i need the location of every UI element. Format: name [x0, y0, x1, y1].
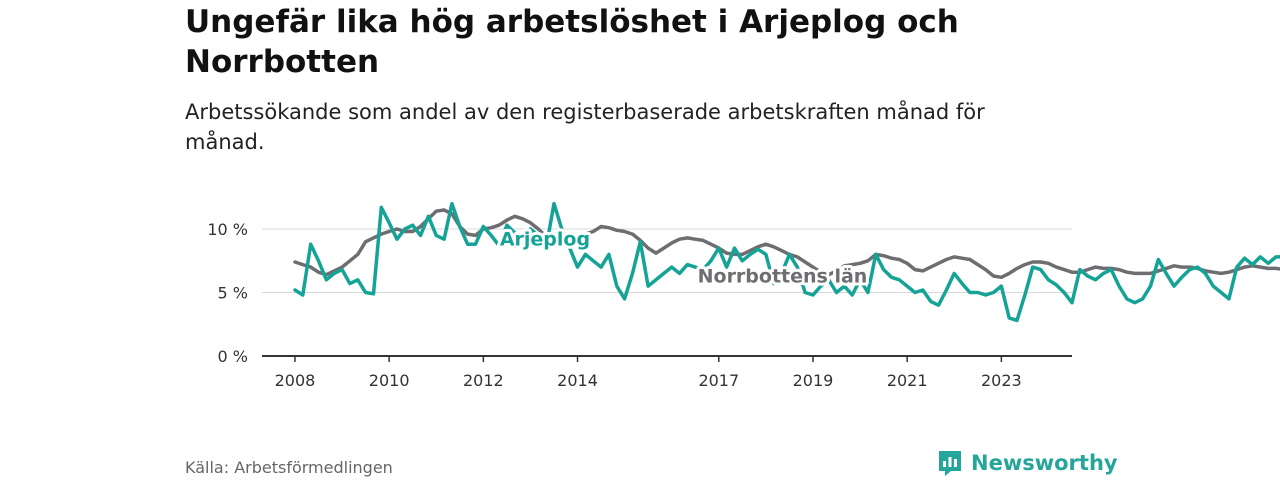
source-note: Källa: Arbetsförmedlingen	[185, 458, 393, 477]
series-line-arjeplog	[293, 201, 1280, 323]
x-tick-label: 2010	[369, 371, 410, 390]
x-axis-tick-labels: 2008 2010 2012 2014 2017 2019 2021 2023	[275, 356, 1022, 390]
x-tick-label: 2021	[887, 371, 928, 390]
x-tick-label: 2008	[275, 371, 316, 390]
chart-title: Ungefär lika hög arbetslöshet i Arjeplog…	[185, 4, 959, 80]
series-label-norrbotten: Norrbottens län	[698, 265, 868, 287]
series-label-arjeplog: Arjeplog	[500, 229, 590, 251]
x-tick-label: 2012	[463, 371, 504, 390]
y-tick-label: 0 %	[218, 347, 248, 366]
x-tick-label: 2017	[698, 371, 739, 390]
y-axis-tick-labels: 0 % 5 % 10 %	[207, 220, 248, 366]
brand-logo[interactable]: Newsworthy	[937, 449, 1118, 477]
x-tick-label: 2019	[793, 371, 834, 390]
newsworthy-logo-icon	[939, 451, 961, 476]
y-tick-label: 5 %	[218, 284, 248, 303]
x-tick-label: 2014	[557, 371, 598, 390]
series-lines	[293, 201, 1280, 323]
series-line-norrbottens-l-n	[293, 208, 1280, 280]
y-tick-label: 10 %	[207, 220, 248, 239]
chart-subtitle: Arbetssökande som andel av den registerb…	[185, 100, 985, 154]
line-chart: 0 %5 %10 % 2008 2010 2012 2014 2017 2019 2021 2…	[207, 201, 1280, 390]
brand-name: Newsworthy	[971, 451, 1118, 475]
x-tick-label: 2023	[981, 371, 1022, 390]
